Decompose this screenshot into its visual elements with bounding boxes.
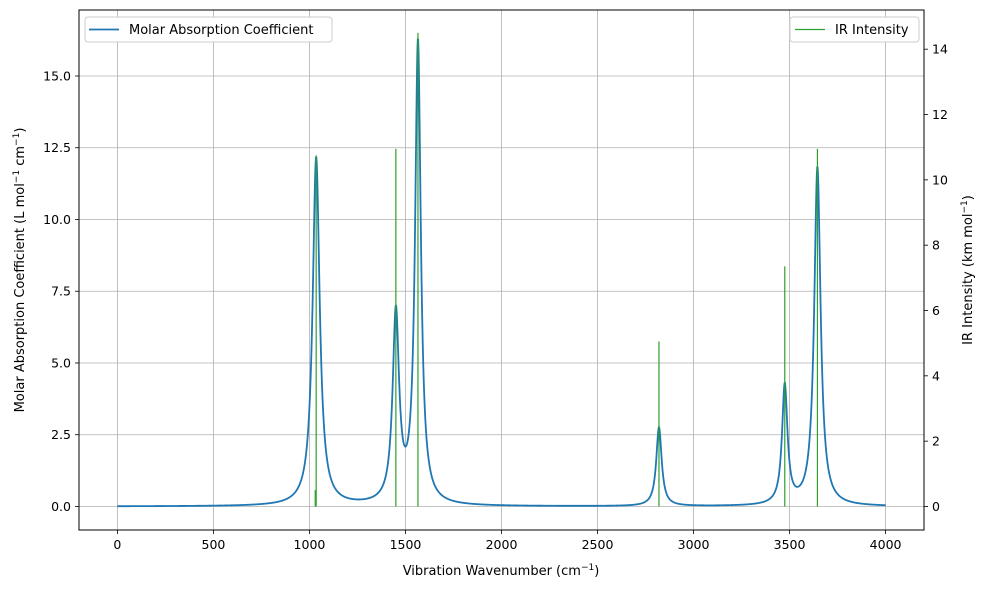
y-left-axis-ticks: 0.0 2.5 5.0 7.5 10.0 12.5 15.0 <box>43 69 79 514</box>
y-left-title-mid: cm <box>13 146 28 170</box>
y-left-tick-label: 7.5 <box>51 284 71 299</box>
y-left-title-main: Molar Absorption Coefficient (L mol <box>13 183 28 412</box>
y-right-title-end: ) <box>961 195 976 200</box>
y-left-title-sup2: −1 <box>12 133 22 146</box>
legend-right-label: IR Intensity <box>835 23 909 38</box>
y-right-tick-label: 0 <box>932 499 940 514</box>
x-axis-ticks: 0 500 1000 1500 2000 2500 3000 3500 4000 <box>113 530 902 552</box>
y-right-tick-label: 10 <box>932 172 948 187</box>
x-axis-title-end: ) <box>594 564 599 579</box>
y-right-tick-label: 12 <box>932 107 948 122</box>
legend-left-label: Molar Absorption Coefficient <box>129 23 313 38</box>
legend-left: Molar Absorption Coefficient <box>84 16 333 43</box>
legend-right-box <box>789 16 920 43</box>
legend-right: IR Intensity <box>789 16 920 43</box>
x-tick-label: 3000 <box>678 537 710 552</box>
y-right-tick-label: 2 <box>932 434 940 449</box>
y-left-tick-label: 0.0 <box>51 499 71 514</box>
y-right-tick-label: 6 <box>932 303 940 318</box>
x-tick-label: 0 <box>113 537 121 552</box>
legend-left-box <box>84 16 333 43</box>
y-left-tick-label: 15.0 <box>43 69 71 84</box>
x-tick-label: 500 <box>202 537 226 552</box>
x-tick-label: 2000 <box>486 537 518 552</box>
y-left-tick-label: 2.5 <box>51 427 71 442</box>
absorption-series <box>117 38 886 508</box>
y-right-axis-title: IR Intensity (km mol−1) <box>960 195 976 345</box>
y-left-axis-title: Molar Absorption Coefficient (L mol−1 cm… <box>12 128 28 413</box>
y-right-title-sup: −1 <box>960 200 970 213</box>
y-left-tick-label: 5.0 <box>51 355 71 370</box>
y-left-tick-label: 10.0 <box>43 212 71 227</box>
y-left-title-sup1: −1 <box>12 170 22 183</box>
x-tick-label: 2500 <box>582 537 614 552</box>
grid <box>79 10 924 530</box>
x-axis-title: Vibration Wavenumber (cm−1) <box>403 563 600 579</box>
x-tick-label: 1000 <box>294 537 326 552</box>
y-right-tick-label: 14 <box>932 42 948 57</box>
x-tick-label: 4000 <box>870 537 902 552</box>
y-right-tick-label: 8 <box>932 238 940 253</box>
y-right-tick-label: 4 <box>932 368 940 383</box>
absorption-line <box>117 38 886 508</box>
y-left-title-end: ) <box>13 128 28 133</box>
x-tick-label: 1500 <box>390 537 422 552</box>
y-right-axis-ticks: 0 2 4 6 8 10 12 14 <box>924 42 948 514</box>
ir-intensity-series <box>314 32 819 507</box>
x-tick-label: 3500 <box>774 537 806 552</box>
y-left-tick-label: 12.5 <box>43 140 71 155</box>
x-axis-title-sup: −1 <box>581 563 594 573</box>
x-axis-title-main: Vibration Wavenumber (cm <box>403 564 581 579</box>
y-right-title-main: IR Intensity (km mol <box>961 214 976 345</box>
